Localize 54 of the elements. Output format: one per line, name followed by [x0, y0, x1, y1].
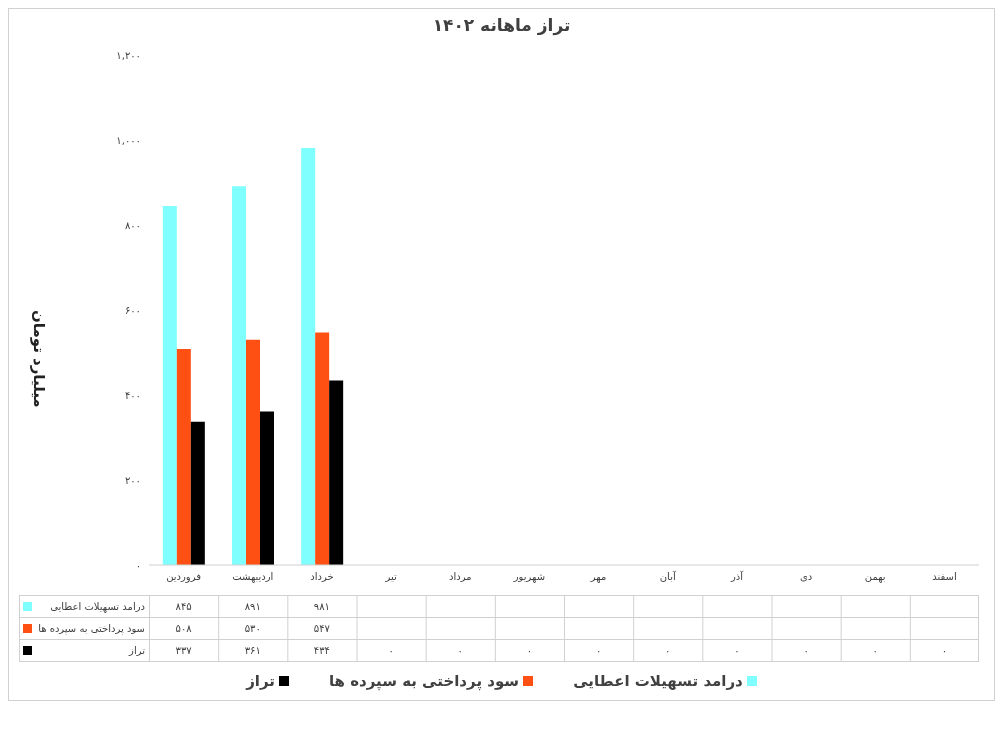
x-tick-label: اردیبهشت — [232, 571, 274, 584]
data-label: ۰ — [871, 643, 879, 658]
data-label: ۰ — [525, 643, 534, 658]
data-label: ۰ — [802, 643, 810, 658]
data-label: ۵۳۰ — [243, 621, 262, 636]
x-tick-label: اسفند — [932, 571, 957, 583]
bar — [176, 349, 191, 565]
bar — [329, 380, 344, 565]
data-label: ۸۹۱ — [243, 599, 262, 614]
data-label: ۰ — [664, 643, 672, 658]
x-tick-label: تیر — [384, 571, 397, 583]
y-tick-label: ۱,۰۰۰ — [116, 134, 141, 146]
bar — [246, 339, 260, 565]
data-label: ۰ — [940, 643, 949, 658]
data-label: ۰ — [733, 643, 741, 658]
data-label: ۹۸۱ — [312, 599, 331, 614]
x-tick-label: آذر — [729, 570, 745, 583]
data-label: ۴۳۴ — [312, 643, 331, 658]
x-tick-label: مرداد — [448, 571, 472, 583]
x-tick-label: مهر — [589, 571, 607, 584]
data-label: ۳۶۱ — [243, 643, 262, 658]
x-tick-label: فروردین — [166, 571, 202, 584]
data-label: ۵۰۸ — [174, 621, 193, 636]
legend-label: تراز — [246, 672, 275, 690]
data-label: ۰ — [387, 643, 395, 658]
y-tick-label: ۱,۲۰۰ — [116, 49, 141, 61]
legend-label: سود پرداختی به سپرده ها — [328, 672, 520, 690]
x-tick-label: شهریور — [512, 571, 546, 584]
x-tick-label: آبان — [659, 570, 677, 583]
bar — [190, 421, 205, 565]
data-label: ۰ — [594, 643, 603, 658]
data-label: ۸۴۵ — [174, 599, 193, 614]
bar — [315, 332, 330, 565]
y-tick-label: ۴۰۰ — [124, 389, 141, 401]
bar — [301, 148, 316, 565]
bar — [260, 411, 274, 565]
text: سود پرداختی به سپرده ها — [38, 622, 145, 634]
y-tick-label: ۶۰۰ — [124, 304, 141, 316]
y-tick-label: ۰ — [135, 559, 141, 571]
x-tick-label: دی — [799, 571, 813, 583]
text: درامد تسهیلات اعطایی — [50, 600, 145, 612]
bar — [162, 205, 177, 565]
data-label: ۳۳۷ — [174, 643, 193, 658]
x-tick-label: خرداد — [310, 571, 334, 583]
data-label: ۵۴۷ — [312, 621, 331, 636]
y-tick-label: ۸۰۰ — [124, 219, 141, 231]
text: تراز — [129, 644, 145, 656]
y-axis-title: میلیارد تومان — [29, 310, 48, 408]
x-tick-label: بهمن — [864, 571, 886, 584]
legend-label: درامد تسهیلات اعطایی — [573, 672, 743, 690]
data-label: ۰ — [456, 643, 464, 658]
y-tick-label: ۲۰۰ — [124, 474, 141, 486]
chart-title: تراز ماهانه ۱۴۰۲ — [431, 15, 572, 35]
bar — [232, 186, 246, 565]
